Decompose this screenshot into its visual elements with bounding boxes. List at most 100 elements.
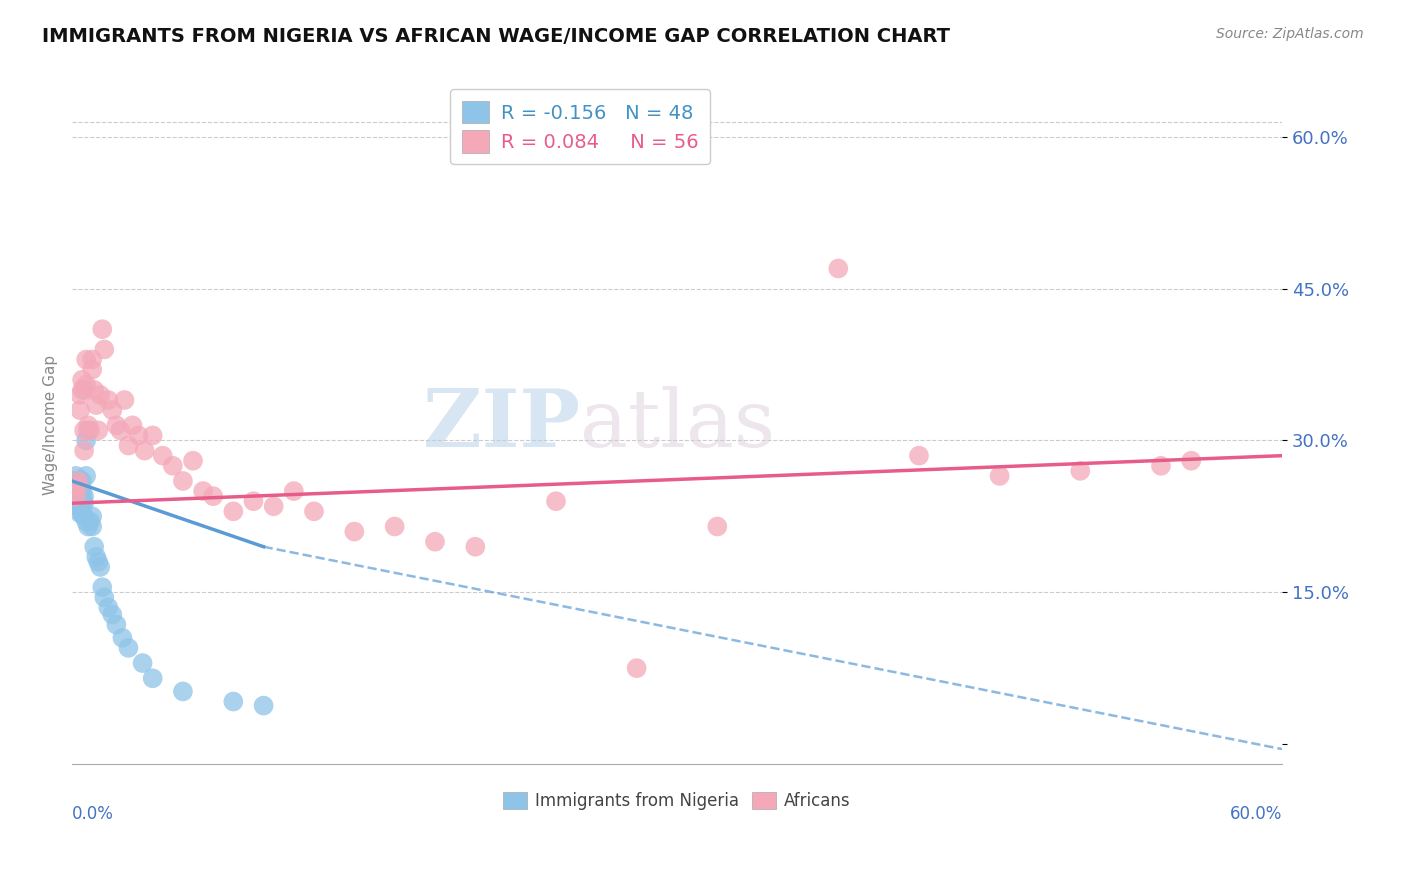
Point [84, 549, 107, 564]
Point [67, 475, 90, 490]
Point [67, 494, 90, 508]
Point [70, 500, 93, 514]
Point [181, 454, 204, 468]
Point [988, 469, 1011, 483]
Point [97, 600, 120, 615]
Point [464, 540, 486, 554]
Point [89, 560, 111, 574]
Point [69, 506, 91, 520]
Point [343, 524, 366, 539]
Point [110, 423, 132, 437]
Point [1150, 458, 1173, 473]
Point [75, 515, 97, 529]
Point [82, 362, 104, 376]
Point [70, 383, 93, 397]
Point [423, 534, 446, 549]
Y-axis label: Wage/Income Gap: Wage/Income Gap [44, 355, 58, 495]
Point [73, 423, 96, 437]
Point [97, 392, 120, 407]
Point [87, 423, 110, 437]
Point [65, 489, 87, 503]
Text: 0.0%: 0.0% [72, 805, 114, 823]
Point [706, 519, 728, 533]
Text: atlas: atlas [581, 386, 775, 465]
Point [91, 322, 114, 336]
Point [73, 496, 96, 510]
Text: Source: ZipAtlas.com: Source: ZipAtlas.com [1216, 27, 1364, 41]
Point [105, 617, 128, 632]
Point [69, 474, 91, 488]
Point [128, 428, 150, 442]
Point [67, 479, 90, 493]
Point [73, 443, 96, 458]
Point [87, 555, 110, 569]
Point [75, 352, 97, 367]
Point [69, 489, 91, 503]
Point [117, 438, 139, 452]
Point [77, 423, 100, 437]
Text: 60.0%: 60.0% [1230, 805, 1282, 823]
Point [67, 474, 90, 488]
Point [75, 377, 97, 392]
Point [283, 484, 305, 499]
Point [70, 486, 93, 500]
Point [65, 489, 87, 503]
Point [91, 580, 114, 594]
Point [626, 661, 648, 675]
Point [134, 443, 156, 458]
Text: ZIP: ZIP [423, 386, 581, 465]
Point [75, 434, 97, 448]
Point [544, 494, 567, 508]
Point [69, 486, 91, 500]
Point [111, 631, 134, 645]
Point [83, 540, 105, 554]
Point [93, 343, 115, 357]
Point [89, 388, 111, 402]
Point [65, 482, 87, 496]
Point [172, 684, 194, 698]
Point [105, 418, 128, 433]
Point [69, 403, 91, 417]
Point [142, 671, 165, 685]
Point [82, 352, 104, 367]
Point [252, 698, 274, 713]
Point [63, 484, 86, 499]
Point [70, 492, 93, 507]
Point [65, 469, 87, 483]
Point [121, 418, 143, 433]
Point [79, 423, 101, 437]
Point [101, 403, 124, 417]
Point [84, 398, 107, 412]
Point [172, 474, 194, 488]
Point [69, 388, 91, 402]
Point [73, 489, 96, 503]
Point [191, 484, 214, 499]
Point [70, 474, 93, 488]
Point [67, 484, 90, 499]
Point [117, 640, 139, 655]
Point [73, 509, 96, 524]
Point [222, 504, 245, 518]
Point [131, 656, 153, 670]
Point [384, 519, 406, 533]
Point [827, 261, 849, 276]
Point [70, 373, 93, 387]
Point [263, 500, 285, 514]
Point [202, 489, 225, 503]
Point [63, 479, 86, 493]
Point [67, 489, 90, 503]
Point [142, 428, 165, 442]
Point [242, 494, 264, 508]
Point [1180, 454, 1202, 468]
Point [70, 506, 93, 520]
Point [63, 474, 86, 488]
Point [79, 515, 101, 529]
Point [75, 469, 97, 483]
Point [302, 504, 325, 518]
Text: IMMIGRANTS FROM NIGERIA VS AFRICAN WAGE/INCOME GAP CORRELATION CHART: IMMIGRANTS FROM NIGERIA VS AFRICAN WAGE/… [42, 27, 950, 45]
Point [82, 509, 104, 524]
Point [93, 591, 115, 605]
Point [152, 449, 174, 463]
Point [73, 383, 96, 397]
Point [222, 694, 245, 708]
